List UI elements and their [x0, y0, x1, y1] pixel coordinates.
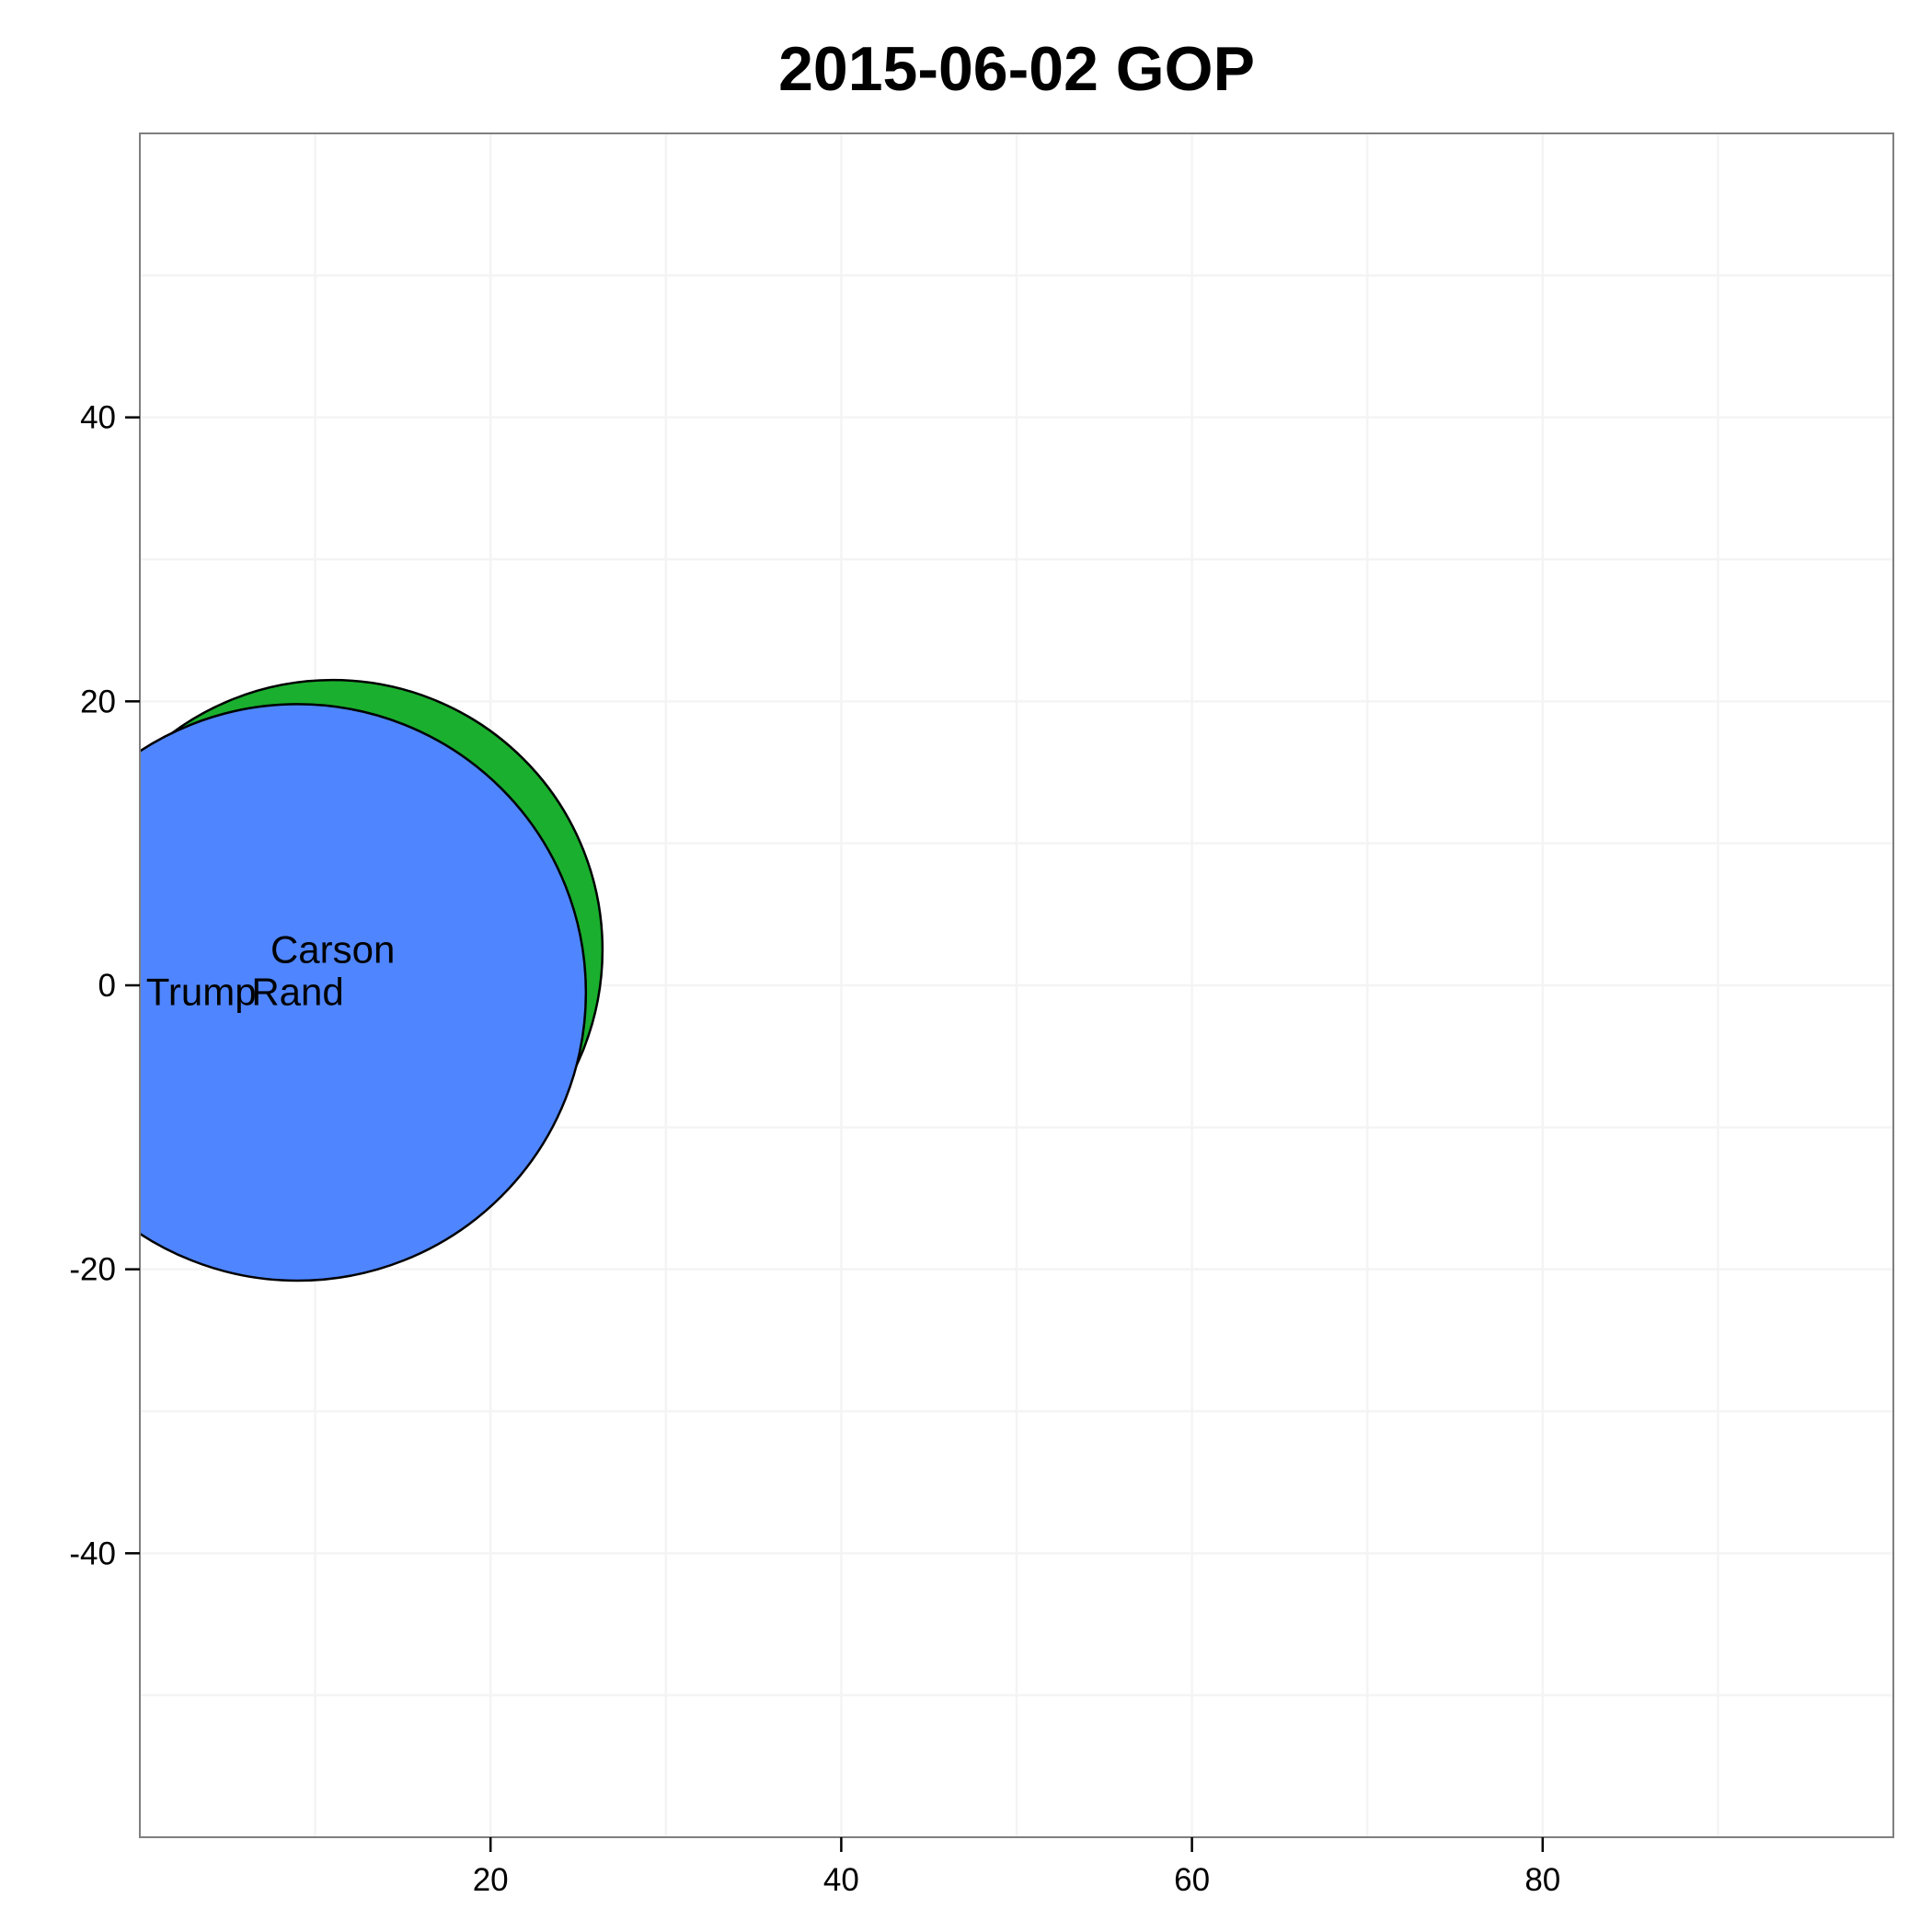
y-tick-label: -40	[69, 1535, 116, 1571]
chart-title: 2015-06-02 GOP	[778, 34, 1255, 104]
y-tick-label: 40	[80, 400, 116, 436]
bubbles	[140, 679, 604, 1282]
bubble-label-rand: Rand	[251, 971, 343, 1014]
bubble-rand	[140, 703, 587, 1282]
grid-lines	[140, 133, 1893, 1837]
bubble-label-carson: Carson	[270, 927, 395, 971]
y-tick-label: 0	[98, 968, 116, 1004]
x-tick-label: 40	[823, 1862, 859, 1898]
x-tick-label: 20	[473, 1862, 509, 1898]
bubble-label-trump: Trump	[146, 971, 257, 1014]
y-tick-label: 20	[80, 684, 116, 719]
x-tick-label: 80	[1524, 1862, 1560, 1898]
y-tick-label: -20	[69, 1252, 116, 1288]
x-tick-label: 60	[1174, 1862, 1210, 1898]
